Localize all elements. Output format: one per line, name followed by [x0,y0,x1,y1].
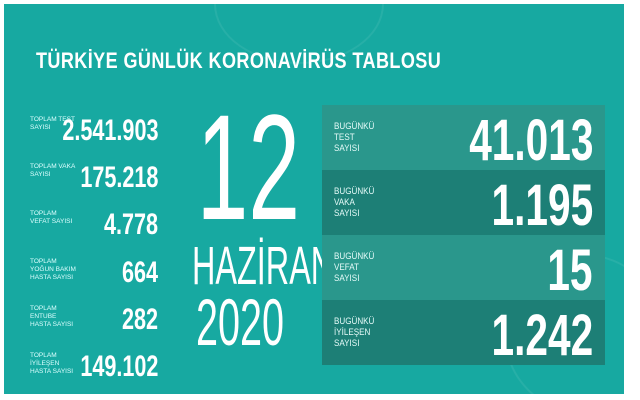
label: BUGÜNKÜ VEFAT SAYISI [334,251,375,284]
value: 149.102 [79,350,158,383]
today-deaths: BUGÜNKÜ VEFAT SAYISI 15 [322,235,605,303]
today-cases: BUGÜNKÜ VAKA SAYISI 1.195 [322,170,605,238]
infographic-card: TÜRKİYE GÜNLÜK KORONAVİRÜS TABLOSU TOPLA… [4,4,624,394]
value: 15 [547,238,593,303]
value: 4.778 [103,208,158,241]
date-year: 2020 [195,285,285,359]
value: 1.242 [491,303,593,368]
value: 1.195 [491,173,593,238]
page-title: TÜRKİYE GÜNLÜK KORONAVİRÜS TABLOSU [36,48,442,73]
label: TOPLAM ENTUBE HASTA SAYISI [30,305,74,328]
date-day: 12 [196,83,301,251]
total-intubated: TOPLAM ENTUBE HASTA SAYISI 282 [30,301,158,341]
today-test: BUGÜNKÜ TEST SAYISI 41.013 [322,105,605,173]
label: TOPLAM İYİLEŞEN HASTA SAYISI [30,352,74,375]
label: TOPLAM YOĞUN BAKIM HASTA SAYISI [30,258,76,281]
total-cases: TOPLAM VAKA SAYISI 175.218 [30,159,158,199]
value: 664 [121,256,158,289]
value: 175.218 [79,161,158,194]
value: 282 [121,303,158,336]
today-recovered: BUGÜNKÜ İYİLEŞEN SAYISI 1.242 [322,300,605,368]
value: 2.541.903 [61,114,158,147]
label: TOPLAM VEFAT SAYISI [30,210,73,225]
label: BUGÜNKÜ VAKA SAYISI [334,186,375,219]
label: TOPLAM VAKA SAYISI [30,163,75,178]
total-test: TOPLAM TEST SAYISI 2.541.903 [30,112,158,152]
total-recovered: TOPLAM İYİLEŞEN HASTA SAYISI 149.102 [30,348,158,388]
total-icu: TOPLAM YOĞUN BAKIM HASTA SAYISI 664 [30,254,158,294]
total-deaths: TOPLAM VEFAT SAYISI 4.778 [30,206,158,246]
label: BUGÜNKÜ İYİLEŞEN SAYISI [334,316,375,349]
label: BUGÜNKÜ TEST SAYISI [334,121,375,154]
label: TOPLAM TEST SAYISI [30,116,75,131]
date-month: HAZİRAN [192,236,335,296]
value: 41.013 [468,108,593,173]
